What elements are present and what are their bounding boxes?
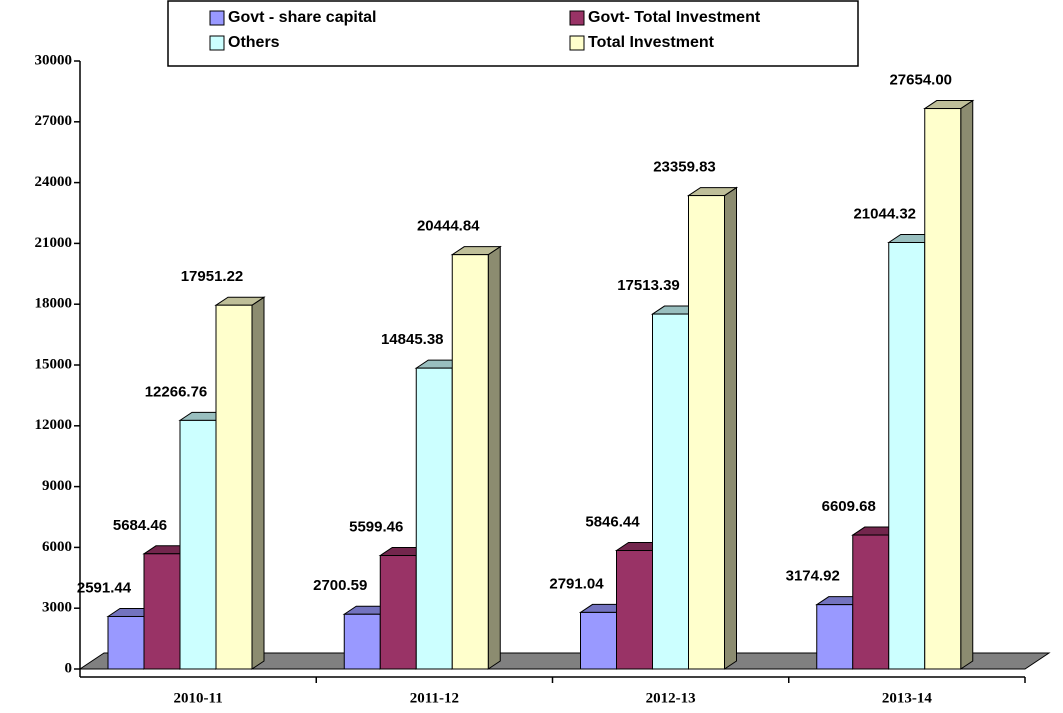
x-tick-label: 2010-11 xyxy=(174,690,223,706)
bar-front xyxy=(379,555,417,670)
x-tick-label: 2011-12 xyxy=(410,690,459,706)
bar-side xyxy=(251,296,265,670)
bar-front xyxy=(816,604,854,670)
legend-box xyxy=(167,0,859,67)
bar-front xyxy=(688,195,725,670)
legend-label: Others xyxy=(228,34,280,51)
y-tick-label: 21000 xyxy=(35,235,73,251)
y-tick-label: 9000 xyxy=(42,478,72,494)
y-tick-label: 0 xyxy=(65,660,73,676)
value-label: 27654.00 xyxy=(889,72,952,89)
value-label: 6609.68 xyxy=(822,498,876,515)
bar-front xyxy=(580,611,617,670)
bar xyxy=(214,296,266,670)
y-tick-label: 6000 xyxy=(42,539,72,555)
x-tick-label: 2013-14 xyxy=(882,690,932,706)
bar-front xyxy=(107,615,145,670)
value-label: 17951.22 xyxy=(181,268,244,285)
bar-front xyxy=(652,313,689,670)
y-tick-label: 27000 xyxy=(35,113,73,129)
bar xyxy=(923,99,975,670)
bar-front xyxy=(616,550,653,670)
legend-label: Govt- Total Investment xyxy=(588,9,761,26)
bar-front xyxy=(415,367,453,670)
value-label: 21044.32 xyxy=(853,205,916,222)
value-label: 5684.46 xyxy=(113,517,167,534)
legend-swatch xyxy=(209,10,225,26)
legend-label: Govt - share capital xyxy=(228,9,377,26)
bar xyxy=(686,186,739,670)
y-tick-label: 18000 xyxy=(35,296,73,312)
bar-front xyxy=(343,613,381,670)
value-label: 2591.44 xyxy=(77,579,132,596)
y-tick-label: 30000 xyxy=(35,52,73,68)
bar-side xyxy=(724,186,737,670)
value-label: 2700.59 xyxy=(313,577,367,594)
value-label: 17513.39 xyxy=(617,277,680,294)
value-label: 14845.38 xyxy=(381,331,444,348)
value-label: 23359.83 xyxy=(653,159,716,176)
x-tick-label: 2012-13 xyxy=(646,690,696,706)
bar-front xyxy=(451,254,489,670)
value-label: 20444.84 xyxy=(417,218,480,235)
bar-front xyxy=(179,419,217,670)
value-label: 12266.76 xyxy=(145,383,208,400)
bar-front xyxy=(924,108,962,670)
legend-label: Total Investment xyxy=(588,34,715,51)
bar-front xyxy=(143,553,181,670)
y-tick-label: 15000 xyxy=(35,356,73,372)
legend-swatch xyxy=(569,10,585,26)
value-label: 3174.92 xyxy=(786,568,840,585)
bar-front xyxy=(888,242,926,670)
y-tick-label: 3000 xyxy=(42,600,72,616)
bar-side xyxy=(487,245,501,670)
bar xyxy=(450,245,502,670)
bar-front xyxy=(215,304,253,670)
y-tick-label: 12000 xyxy=(35,417,73,433)
legend-swatch xyxy=(209,35,225,51)
legend-swatch xyxy=(569,35,585,51)
value-label: 5599.46 xyxy=(349,518,403,535)
bar-side xyxy=(960,99,974,670)
bar-front xyxy=(852,534,890,670)
y-tick-label: 24000 xyxy=(35,174,73,190)
value-label: 5846.44 xyxy=(585,513,640,530)
value-label: 2791.04 xyxy=(549,575,604,592)
